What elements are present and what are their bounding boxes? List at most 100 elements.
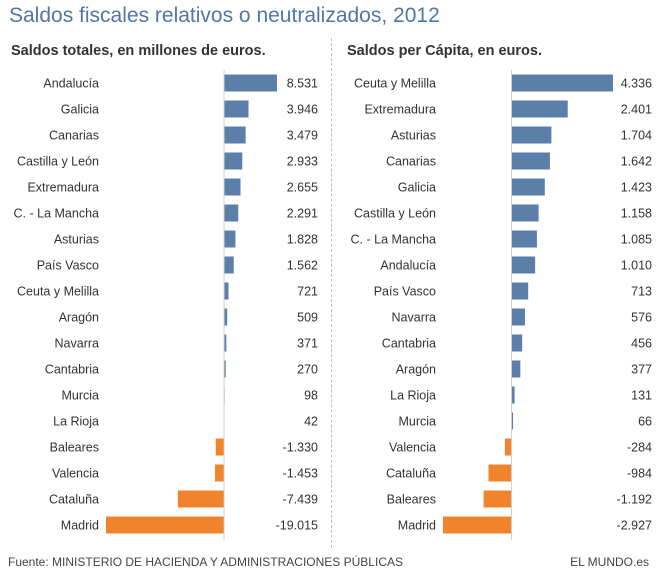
right-bar-andalucia: [511, 256, 536, 274]
left-value-label-baleares: -1.330: [283, 441, 318, 455]
right-value-label-murcia: 66: [638, 415, 652, 429]
left-bar-aragon: [224, 308, 228, 326]
left-category-label-la-rioja: La Rioja: [53, 415, 99, 429]
right-category-label-canarias: Canarias: [386, 155, 436, 169]
left-value-label-asturias: 1.828: [287, 233, 318, 247]
right-bar-navarra: [511, 308, 525, 326]
left-category-label-c-la-mancha: C. - La Mancha: [14, 207, 100, 221]
left-value-label-cantabria: 270: [297, 363, 318, 377]
left-category-label-murcia: Murcia: [61, 389, 99, 403]
left-value-label-canarias: 3.479: [287, 129, 318, 143]
right-category-label-cantabria: Cantabria: [382, 337, 436, 351]
right-bar-cantabria: [511, 334, 523, 352]
right-bar-chart: Ceuta y Melilla 4.336 Extremadura 2.401 Astu…: [351, 70, 652, 540]
right-value-label-navarra: 576: [631, 311, 652, 325]
right-category-label-baleares: Baleares: [387, 493, 436, 507]
right-value-label-madrid: -2.927: [617, 519, 652, 533]
left-bar-c-la-mancha: [224, 204, 239, 222]
footer-source: Fuente: MINISTERIO DE HACIENDA Y ADMINIS…: [8, 555, 403, 569]
right-bar-extremadura: [511, 100, 568, 118]
right-bar-cataluna: [488, 464, 512, 482]
left-category-label-asturias: Asturias: [54, 233, 99, 247]
page-title: Saldos fiscales relativos o neutralizado…: [9, 4, 440, 27]
left-value-label-pais-vasco: 1.562: [287, 259, 318, 273]
right-bar-c-la-mancha: [511, 230, 537, 248]
right-value-label-la-rioja: 131: [631, 389, 652, 403]
left-category-label-aragon: Aragón: [59, 311, 99, 325]
right-bar-castilla-y-leon: [511, 204, 539, 222]
right-category-label-extremadura: Extremadura: [364, 103, 436, 117]
left-bar-valencia: [215, 464, 225, 482]
right-bar-ceuta-y-melilla: [511, 74, 613, 92]
right-category-label-galicia: Galicia: [398, 181, 436, 195]
right-category-label-ceuta-y-melilla: Ceuta y Melilla: [354, 77, 436, 91]
right-value-label-valencia: -284: [627, 441, 652, 455]
left-value-label-c-la-mancha: 2.291: [287, 207, 318, 221]
left-bar-cantabria: [224, 360, 226, 378]
left-value-label-aragon: 509: [297, 311, 318, 325]
left-category-label-valencia: Valencia: [52, 467, 99, 481]
right-bar-madrid: [443, 516, 512, 534]
right-value-label-asturias: 1.704: [621, 129, 652, 143]
left-bar-chart: Andalucía 8.531 Galicia 3.946 Canarias 3.479 C…: [14, 70, 318, 540]
left-bar-cataluna: [177, 490, 225, 508]
right-category-label-murcia: Murcia: [398, 415, 436, 429]
left-value-label-andalucia: 8.531: [287, 77, 318, 91]
right-value-label-canarias: 1.642: [621, 155, 652, 169]
right-value-label-pais-vasco: 713: [631, 285, 652, 299]
left-bar-castilla-y-leon: [224, 152, 243, 170]
right-bar-aragon: [511, 360, 521, 378]
right-category-label-madrid: Madrid: [398, 519, 436, 533]
right-bar-galicia: [511, 178, 545, 196]
left-value-label-castilla-y-leon: 2.933: [287, 155, 318, 169]
right-value-label-aragon: 377: [631, 363, 652, 377]
left-bar-andalucia: [224, 74, 277, 92]
left-category-label-baleares: Baleares: [50, 441, 99, 455]
right-value-label-galicia: 1.423: [621, 181, 652, 195]
left-category-label-pais-vasco: País Vasco: [37, 259, 99, 273]
right-value-label-c-la-mancha: 1.085: [621, 233, 652, 247]
right-category-label-castilla-y-leon: Castilla y León: [354, 207, 436, 221]
left-bar-ceuta-y-melilla: [224, 282, 229, 300]
right-category-label-c-la-mancha: C. - La Mancha: [351, 233, 437, 247]
right-value-label-baleares: -1.192: [617, 493, 652, 507]
left-value-label-murcia: 98: [304, 389, 318, 403]
left-value-label-ceuta-y-melilla: 721: [297, 285, 318, 299]
right-category-label-valencia: Valencia: [389, 441, 436, 455]
right-bar-la-rioja: [511, 386, 515, 404]
left-value-label-extremadura: 2.655: [287, 181, 318, 195]
left-value-label-galicia: 3.946: [287, 103, 318, 117]
right-value-label-andalucia: 1.010: [621, 259, 652, 273]
left-category-label-castilla-y-leon: Castilla y León: [17, 155, 99, 169]
right-bar-pais-vasco: [511, 282, 529, 300]
left-bar-extremadura: [224, 178, 241, 196]
right-value-label-castilla-y-leon: 1.158: [621, 207, 652, 221]
right-category-label-andalucia: Andalucía: [380, 259, 436, 273]
right-value-label-ceuta-y-melilla: 4.336: [621, 77, 652, 91]
right-category-label-pais-vasco: País Vasco: [374, 285, 436, 299]
left-category-label-cataluna: Cataluña: [49, 493, 99, 507]
left-value-label-madrid: -19.015: [276, 519, 318, 533]
left-bar-asturias: [224, 230, 236, 248]
left-bar-baleares: [215, 438, 225, 456]
right-chart-title: Saldos per Cápita, en euros.: [347, 43, 542, 59]
left-category-label-extremadura: Extremadura: [27, 181, 99, 195]
right-category-label-la-rioja: La Rioja: [390, 389, 436, 403]
left-category-label-andalucia: Andalucía: [43, 77, 99, 91]
right-category-label-asturias: Asturias: [391, 129, 436, 143]
left-bar-madrid: [106, 516, 225, 534]
right-value-label-cataluna: -984: [627, 467, 652, 481]
left-bar-pais-vasco: [224, 256, 234, 274]
right-category-label-aragon: Aragón: [396, 363, 436, 377]
right-value-label-extremadura: 2.401: [621, 103, 652, 117]
chart-divider: [331, 38, 332, 548]
left-category-label-cantabria: Cantabria: [45, 363, 99, 377]
right-category-label-cataluna: Cataluña: [386, 467, 436, 481]
left-category-label-canarias: Canarias: [49, 129, 99, 143]
right-bar-valencia: [504, 438, 512, 456]
left-chart-title: Saldos totales, en millones de euros.: [11, 43, 266, 59]
left-bar-navarra: [224, 334, 227, 352]
left-bar-galicia: [224, 100, 249, 118]
right-bar-asturias: [511, 126, 552, 144]
left-category-label-navarra: Navarra: [55, 337, 100, 351]
